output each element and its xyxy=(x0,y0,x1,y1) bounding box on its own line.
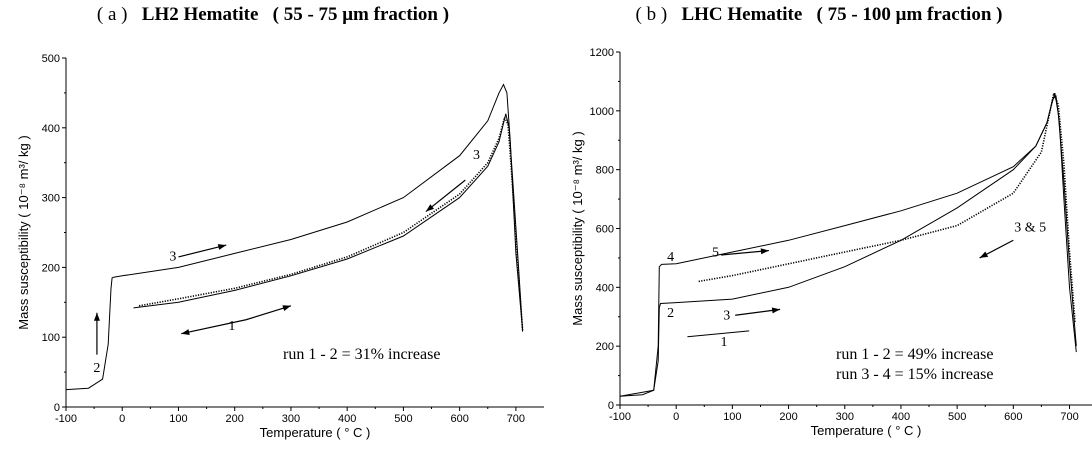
x-tick-label: 200 xyxy=(779,411,797,423)
y-tick-label: 200 xyxy=(42,262,60,274)
y-tick-label: 600 xyxy=(596,224,614,236)
arrow-head xyxy=(760,248,769,255)
run-note-1: run 1 - 2 = 49% increase xyxy=(836,346,993,363)
panel-a-title-text: LH2 Hematite ( 55 - 75 μm fraction ) xyxy=(141,4,450,25)
arrow-head xyxy=(217,244,227,250)
x-tick-label: 300 xyxy=(282,413,300,425)
x-axis-label: Temperature ( ° C ) xyxy=(260,425,371,440)
x-tick-label: 600 xyxy=(450,413,468,425)
x-tick-label: 300 xyxy=(836,411,854,423)
x-tick-label: 700 xyxy=(507,413,525,425)
arrow-head xyxy=(425,204,435,212)
run-label: 3 xyxy=(473,148,480,163)
x-tick-label: 0 xyxy=(119,413,125,425)
panel-a: ( a ) LH2 Hematite ( 55 - 75 μm fraction… xyxy=(0,4,546,440)
series-line-3 xyxy=(698,90,1076,323)
y-tick-label: 300 xyxy=(42,193,60,205)
panel-b-title-text: LHC Hematite ( 75 - 100 μm fraction ) xyxy=(681,4,1003,25)
arrow-head xyxy=(181,329,190,335)
run-label: 2 xyxy=(93,361,100,376)
run-label: 5 xyxy=(712,245,719,260)
y-tick-label: 1000 xyxy=(590,106,614,118)
x-tick-label: -100 xyxy=(609,411,631,423)
x-tick-label: 700 xyxy=(1060,411,1078,423)
x-tick-label: 400 xyxy=(338,413,356,425)
series-line-2 xyxy=(619,93,1077,397)
x-tick-label: 600 xyxy=(1004,411,1022,423)
y-tick-label: 800 xyxy=(596,165,614,177)
x-tick-label: 0 xyxy=(673,411,679,423)
y-axis-label: Mass susceptibility ( 10⁻⁸ m³/ kg ) xyxy=(570,131,585,325)
y-tick-label: 400 xyxy=(596,282,614,294)
x-tick-label: 500 xyxy=(394,413,412,425)
y-tick-label: 400 xyxy=(42,123,60,135)
panel-b-label: ( b ) xyxy=(635,4,668,25)
arrow-head xyxy=(979,251,989,258)
y-tick-label: 100 xyxy=(42,332,60,344)
run-label: 3 & 5 xyxy=(1014,220,1046,235)
run-label: 1 xyxy=(720,335,727,350)
y-tick-label: 0 xyxy=(608,400,614,412)
y-tick-label: 200 xyxy=(596,341,614,353)
panel-b-title: ( b ) LHC Hematite ( 75 - 100 μm fractio… xyxy=(546,4,1092,26)
run-label: 3 xyxy=(723,309,730,324)
panel-a-label: ( a ) xyxy=(96,4,128,25)
x-tick-label: -100 xyxy=(55,413,77,425)
y-tick-label: 500 xyxy=(42,53,60,65)
arrow-line xyxy=(181,319,247,335)
chart-a: -100 0 100 200 300 400 500 600 70001002003004005… xyxy=(16,53,544,440)
series-line-3 xyxy=(133,113,524,332)
run-label: 4 xyxy=(667,250,674,265)
y-tick-label: 1200 xyxy=(590,47,614,59)
x-tick-label: 100 xyxy=(723,411,741,423)
series-line-4 xyxy=(687,330,750,338)
x-tick-label: 200 xyxy=(226,413,244,425)
run-note-2: run 3 - 4 = 15% increase xyxy=(836,366,993,383)
y-tick-label: 0 xyxy=(54,402,60,414)
series-line-2 xyxy=(138,115,524,331)
run-label: 1 xyxy=(228,319,235,334)
run-note: run 1 - 2 = 31% increase xyxy=(283,346,440,363)
x-tick-label: 400 xyxy=(892,411,910,423)
chart-b: -100 0 100 200 300 400 500 600 70002004006008001… xyxy=(570,47,1092,438)
arrow-line xyxy=(425,179,466,213)
run-label: 2 xyxy=(667,306,674,321)
arrow-head xyxy=(771,307,781,314)
run-label: 3 xyxy=(169,249,176,264)
x-tick-label: 100 xyxy=(169,413,187,425)
arrow-head xyxy=(93,312,100,321)
x-tick-label: 500 xyxy=(948,411,966,423)
panel-a-title: ( a ) LH2 Hematite ( 55 - 75 μm fraction… xyxy=(0,4,546,26)
panel-b: ( b ) LHC Hematite ( 75 - 100 μm fractio… xyxy=(546,0,1092,451)
y-axis-label: Mass susceptibility ( 10⁻⁸ m³/ kg ) xyxy=(16,135,31,329)
arrow-head xyxy=(282,305,291,312)
x-axis-label: Temperature ( ° C ) xyxy=(811,423,922,438)
arrow-line xyxy=(178,244,227,258)
series-line-1 xyxy=(65,83,524,391)
